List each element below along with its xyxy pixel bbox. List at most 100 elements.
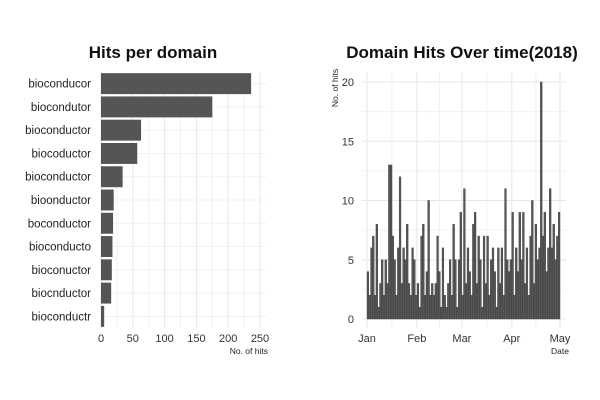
right-bar	[402, 247, 405, 320]
left-bar	[101, 305, 105, 327]
left-bar	[101, 96, 213, 118]
right-bar	[390, 164, 393, 320]
right-bar	[415, 295, 418, 320]
right-y-tick: 0	[348, 314, 354, 326]
right-bar	[540, 81, 543, 320]
right-bar	[447, 283, 450, 320]
right-y-tick: 5	[348, 255, 354, 267]
right-bar	[452, 223, 455, 320]
right-bar	[497, 247, 500, 320]
right-x-tick: May	[550, 333, 571, 345]
right-bar	[456, 306, 459, 320]
right-bar	[495, 306, 498, 320]
right-bar	[400, 283, 403, 320]
right-bar	[450, 295, 453, 320]
right-bar	[536, 259, 539, 320]
right-bar	[459, 212, 462, 320]
left-bar	[101, 282, 112, 304]
right-bar	[381, 259, 384, 320]
left-bar	[101, 142, 138, 164]
right-bar	[507, 271, 511, 320]
right-bar	[486, 235, 489, 320]
right-bar	[477, 235, 480, 320]
right-bar	[490, 259, 493, 320]
right-bar	[454, 259, 457, 320]
right-bar	[434, 283, 437, 320]
left-category-label: bioconducor	[28, 79, 91, 91]
right-bar	[522, 212, 525, 320]
right-bar	[549, 188, 552, 320]
left-x-tick: 250	[251, 333, 269, 345]
right-bar	[465, 283, 468, 320]
right-x-tick: Mar	[452, 333, 471, 345]
right-x-tick: Feb	[407, 333, 426, 345]
left-category-labels: bioconducor biocondutor bioconductor biocod…	[25, 79, 91, 324]
right-bar	[416, 283, 420, 320]
right-y-tick-labels: 0 5 10 15 20	[342, 77, 354, 326]
right-bar	[468, 271, 471, 320]
right-bar	[411, 247, 414, 320]
right-bar	[440, 306, 443, 320]
right-bar	[366, 271, 369, 320]
left-bar	[101, 166, 123, 188]
right-bar	[368, 295, 371, 320]
right-bar	[443, 295, 446, 320]
left-bar	[101, 119, 142, 141]
right-bar	[423, 295, 427, 320]
right-bar	[466, 247, 470, 320]
left-category-label: biocoductor	[32, 148, 92, 160]
right-x-tick: Apr	[503, 333, 520, 345]
left-bars	[101, 73, 252, 327]
right-bar	[518, 212, 521, 320]
right-bar	[550, 247, 554, 320]
right-bar	[382, 295, 386, 320]
right-bar	[379, 283, 382, 320]
right-bar	[543, 212, 546, 320]
right-bar	[545, 271, 548, 320]
right-bar	[520, 259, 523, 320]
right-bar	[377, 306, 380, 320]
right-bar	[482, 235, 486, 320]
right-bar	[438, 271, 441, 320]
right-bar	[445, 306, 448, 320]
right-bar	[375, 223, 378, 320]
right-bar	[393, 259, 396, 320]
right-bar	[524, 283, 527, 320]
right-bar	[457, 259, 461, 320]
left-bar	[101, 212, 114, 234]
right-bar	[397, 247, 400, 320]
right-bar	[554, 259, 557, 320]
left-bar	[101, 73, 252, 95]
right-bar	[484, 283, 487, 320]
right-bar	[432, 295, 436, 320]
left-bar	[101, 259, 112, 281]
right-y-tick: 15	[342, 136, 354, 148]
right-bar	[429, 295, 432, 320]
right-bar	[493, 271, 496, 320]
left-bar	[101, 236, 113, 258]
right-bar	[502, 295, 505, 320]
right-bar	[534, 223, 537, 320]
right-bar	[511, 212, 514, 320]
left-category-label: bioconductor	[25, 125, 91, 137]
left-bar	[101, 189, 114, 211]
left-x-axis-label: No. of hits	[230, 346, 268, 356]
right-bar	[461, 295, 464, 320]
right-bar	[474, 212, 477, 320]
left-x-tick: 0	[98, 333, 104, 345]
right-bar	[513, 295, 516, 320]
right-bar	[547, 247, 550, 320]
right-bar	[515, 247, 518, 320]
right-bar	[556, 235, 559, 320]
right-x-tick-labels: Jan Feb Mar Apr May	[358, 333, 571, 345]
left-category-label: biocondutor	[31, 102, 91, 114]
right-bar	[422, 223, 425, 320]
right-x-tick: Jan	[358, 333, 376, 345]
domain-hits-over-time-chart: Domain Hits Over time(2018) 0 5 10 15 20 Jan…	[330, 43, 578, 356]
right-bar	[532, 283, 536, 320]
right-bar	[395, 295, 398, 320]
right-bar	[370, 247, 373, 320]
right-bar	[525, 247, 529, 320]
right-bar	[463, 188, 466, 320]
